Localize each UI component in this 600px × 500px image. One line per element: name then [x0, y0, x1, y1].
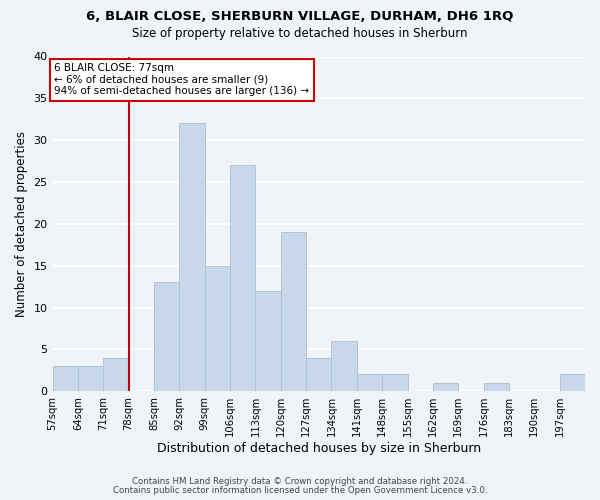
Bar [306, 358, 331, 391]
Text: Contains HM Land Registry data © Crown copyright and database right 2024.: Contains HM Land Registry data © Crown c… [132, 477, 468, 486]
Text: 6, BLAIR CLOSE, SHERBURN VILLAGE, DURHAM, DH6 1RQ: 6, BLAIR CLOSE, SHERBURN VILLAGE, DURHAM… [86, 10, 514, 23]
Text: Contains public sector information licensed under the Open Government Licence v3: Contains public sector information licen… [113, 486, 487, 495]
Bar [281, 232, 306, 391]
Bar [484, 383, 509, 391]
Bar [154, 282, 179, 391]
Bar [382, 374, 407, 391]
Bar [256, 291, 281, 391]
Y-axis label: Number of detached properties: Number of detached properties [15, 131, 28, 317]
Bar [53, 366, 78, 391]
Bar [331, 341, 357, 391]
Bar [560, 374, 585, 391]
Text: 6 BLAIR CLOSE: 77sqm
← 6% of detached houses are smaller (9)
94% of semi-detache: 6 BLAIR CLOSE: 77sqm ← 6% of detached ho… [55, 63, 310, 96]
Bar [433, 383, 458, 391]
Bar [103, 358, 128, 391]
Bar [78, 366, 103, 391]
Bar [357, 374, 382, 391]
Bar [179, 124, 205, 391]
Text: Size of property relative to detached houses in Sherburn: Size of property relative to detached ho… [132, 28, 468, 40]
Bar [205, 266, 230, 391]
X-axis label: Distribution of detached houses by size in Sherburn: Distribution of detached houses by size … [157, 442, 481, 455]
Bar [230, 166, 256, 391]
